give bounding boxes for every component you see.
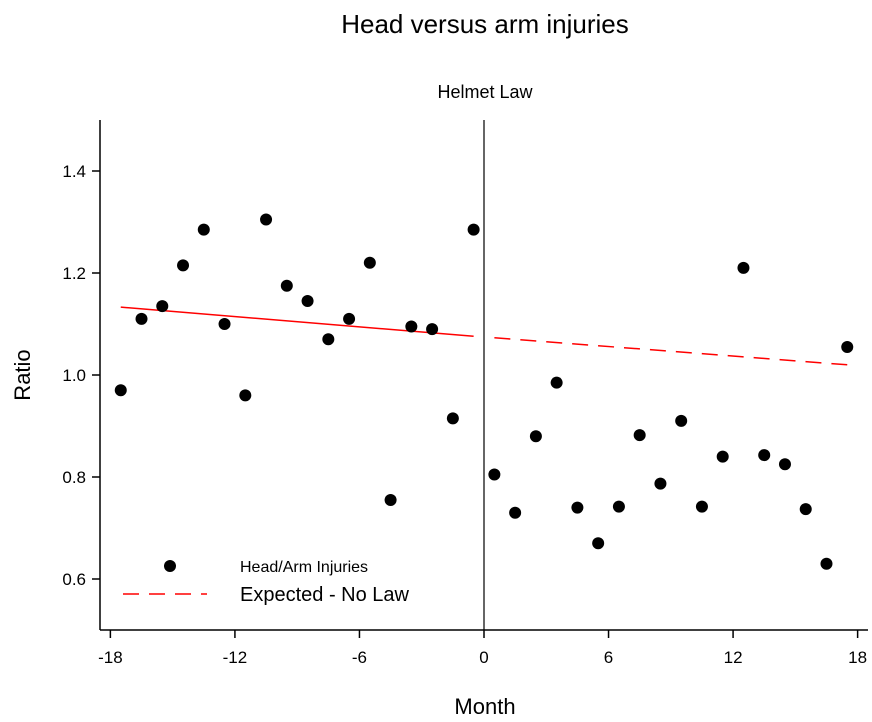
expected-no-law-line [494,337,848,366]
data-point [488,468,501,481]
helmet-law-annotation: Helmet Law [437,82,533,102]
data-point [239,389,252,402]
data-point [177,259,190,272]
data-point [280,279,293,292]
x-tick-label: -12 [223,648,248,667]
x-tick-label: 6 [604,648,613,667]
y-tick-label: 0.6 [62,570,86,589]
data-point [218,318,231,330]
data-point [612,500,625,513]
x-tick-label: -6 [352,648,367,667]
data-point [633,429,646,442]
data-point [114,384,127,397]
data-point [405,320,418,333]
data-point [426,323,439,336]
data-point [654,477,667,490]
data-point [799,503,812,516]
x-tick-label: 12 [724,648,743,667]
x-tick-label: 0 [479,648,488,667]
x-axis-label: Month [454,694,515,719]
legend-label-injuries: Head/Arm Injuries [240,559,368,576]
data-point [758,449,771,462]
data-point [446,412,459,425]
data-point [529,430,542,443]
y-axis-label: Ratio [10,349,35,400]
data-point [343,312,356,325]
data-point [301,295,314,308]
data-point [716,450,729,463]
data-point [592,537,605,550]
data-point [467,223,480,236]
y-tick-label: 0.8 [62,468,86,487]
data-point [695,500,708,513]
data-point [737,261,750,274]
data-point [156,300,169,313]
y-tick-label: 1.0 [62,366,86,385]
x-axis-ticks: -18 -12 -6 0 6 12 18 [98,630,867,667]
y-axis-ticks: 0.6 0.8 1.0 1.2 1.4 [62,162,100,589]
data-point [363,256,376,269]
y-tick-label: 1.4 [62,162,86,181]
axes [99,120,868,631]
pre-law-trend-line [120,306,474,337]
x-tick-label: -18 [98,648,123,667]
data-point [550,376,563,389]
data-point [197,223,210,236]
legend: Head/Arm Injuries Expected - No Law [123,559,410,606]
legend-marker-dot [164,560,176,572]
data-point [571,501,584,514]
data-point [384,493,397,506]
data-point [322,333,335,346]
data-point [135,312,148,325]
data-point [509,506,522,519]
chart-title: Head versus arm injuries [341,9,629,39]
data-point [820,557,833,570]
data-point [675,414,688,427]
data-point [260,213,273,226]
data-point [841,340,854,353]
x-tick-label: 18 [848,648,867,667]
data-points [114,213,854,570]
y-tick-label: 1.2 [62,264,86,283]
legend-label-expected: Expected - No Law [240,584,410,606]
data-point [778,458,791,471]
